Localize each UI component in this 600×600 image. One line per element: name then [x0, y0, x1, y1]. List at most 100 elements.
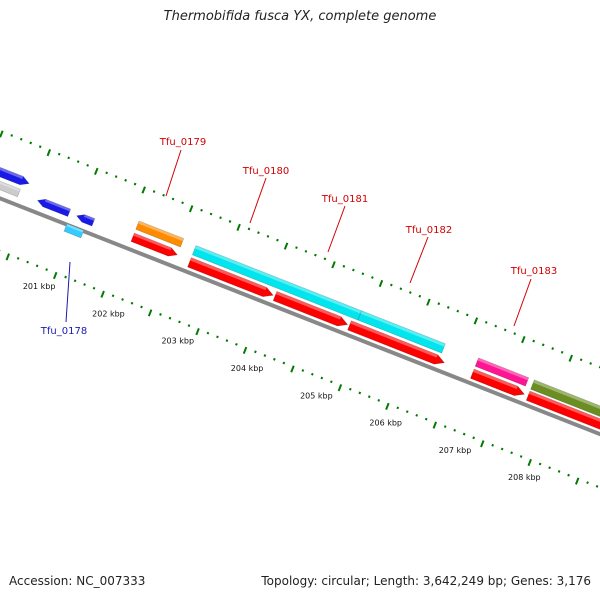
cds-block-right: [525, 390, 600, 430]
scale-label: 203 kbp: [161, 337, 194, 346]
inner-minor-tick: [282, 361, 286, 365]
inner-minor-tick: [73, 279, 77, 283]
outer-minor-tick: [314, 253, 317, 257]
inner-major-tick: [147, 309, 153, 317]
outer-minor-tick: [513, 332, 517, 335]
inner-minor-tick: [26, 260, 29, 264]
outer-minor-tick: [247, 227, 251, 231]
outer-minor-tick: [579, 358, 583, 362]
inner-minor-tick: [130, 301, 134, 305]
outer-minor-tick: [133, 182, 137, 186]
gene-block-tfu0179-highlight: [138, 220, 184, 242]
inner-minor-tick: [320, 376, 324, 380]
gene-block-tfu0178-highlight: [66, 223, 84, 233]
cds-block-tfu0183: [470, 368, 525, 396]
leader-tfu_0178: [65, 261, 71, 323]
outer-minor-tick: [304, 249, 308, 253]
outer-minor-tick: [67, 156, 71, 160]
outer-minor-tick: [541, 343, 545, 347]
leader-tfu_0183: [513, 278, 532, 327]
inner-minor-tick: [216, 335, 219, 339]
inner-minor-tick: [235, 342, 238, 346]
outer-major-tick: [141, 186, 146, 194]
inner-minor-tick: [92, 286, 96, 290]
outer-minor-tick: [408, 291, 412, 294]
gene-label-tfu_0181: Tfu_0181: [321, 194, 368, 205]
inner-minor-tick: [367, 395, 371, 399]
accession-text: Accession: NC_007333: [9, 574, 146, 588]
inner-major-tick: [53, 271, 58, 280]
inner-minor-tick: [16, 256, 20, 260]
scale-label: 206 kbp: [369, 419, 402, 428]
outer-major-tick: [46, 149, 52, 157]
inner-minor-tick: [358, 391, 362, 395]
inner-major-tick: [480, 440, 485, 448]
cds-block-tfu0182: [347, 320, 445, 365]
scale-label: 205 kbp: [300, 391, 333, 400]
inner-major-tick: [195, 328, 200, 336]
inner-minor-tick: [567, 473, 570, 477]
outer-minor-tick: [276, 238, 279, 242]
inner-major-tick: [100, 290, 105, 298]
outer-minor-tick: [38, 145, 42, 149]
inner-minor-tick: [206, 331, 210, 335]
inner-minor-tick: [538, 462, 542, 466]
outer-minor-tick: [484, 320, 488, 324]
cds-block-tfu0180: [187, 257, 274, 297]
scale-label: 208 kbp: [508, 473, 541, 482]
gene-label-tfu_0182: Tfu_0182: [405, 225, 452, 236]
outer-minor-tick: [446, 306, 450, 309]
outer-minor-tick: [114, 175, 118, 178]
cds-block-tfu0181: [272, 290, 349, 327]
inner-minor-tick: [140, 305, 143, 309]
outer-minor-tick: [399, 287, 403, 291]
outer-minor-tick: [57, 152, 61, 156]
inner-minor-tick: [396, 406, 400, 410]
gene-label-tfu_0179: Tfu_0179: [159, 137, 206, 148]
outer-minor-tick: [551, 347, 555, 350]
inner-major-tick: [290, 365, 295, 373]
inner-minor-tick: [159, 313, 162, 316]
inner-minor-tick: [83, 283, 86, 286]
gene-block-tfu0182: [357, 310, 446, 354]
outer-minor-tick: [209, 212, 213, 216]
map-title: Thermobifida fusca YX, complete genome: [163, 9, 437, 24]
scale-label: 201 kbp: [23, 282, 56, 291]
inner-minor-tick: [254, 350, 257, 354]
outer-minor-tick: [371, 276, 374, 279]
leader-tfu_0181: [327, 205, 346, 253]
gene-block-tfu0180-highlight: [194, 245, 362, 314]
outer-major-tick: [188, 205, 194, 213]
outer-minor-tick: [10, 134, 14, 137]
outer-minor-tick: [19, 137, 23, 141]
gene-block-grey-left-highlight: [0, 181, 21, 192]
cds-block-tfu0180-highlight: [190, 257, 267, 291]
gene-block-blue-mid: [36, 198, 72, 217]
outer-minor-tick: [465, 313, 469, 317]
inner-minor-tick: [273, 357, 276, 361]
gene-label-tfu_0180: Tfu_0180: [242, 166, 289, 177]
inner-minor-tick: [111, 294, 115, 298]
outer-minor-tick: [86, 163, 89, 167]
inner-minor-tick: [510, 451, 513, 455]
inner-major-tick: [5, 253, 10, 261]
outer-minor-tick: [171, 197, 175, 201]
backbone-line: [0, 196, 600, 437]
outer-major-tick: [426, 298, 431, 306]
gene-block-blue-small: [76, 214, 96, 227]
inner-minor-tick: [453, 428, 457, 432]
inner-minor-tick: [557, 470, 561, 473]
scale-label: 207 kbp: [439, 446, 472, 455]
outer-minor-tick: [342, 264, 346, 268]
inner-minor-tick: [301, 369, 305, 372]
outer-major-tick: [473, 317, 479, 325]
outer-major-tick: [94, 167, 99, 175]
inner-minor-tick: [519, 455, 523, 458]
inner-major-tick: [385, 402, 390, 411]
outer-major-tick: [0, 130, 4, 138]
outer-minor-tick: [503, 328, 507, 332]
outer-minor-tick: [266, 235, 270, 238]
cds-block-tfu0182-highlight: [350, 320, 438, 358]
gene-block-tfu0179: [135, 220, 185, 248]
cds-block-tfu0179-highlight: [133, 233, 172, 251]
